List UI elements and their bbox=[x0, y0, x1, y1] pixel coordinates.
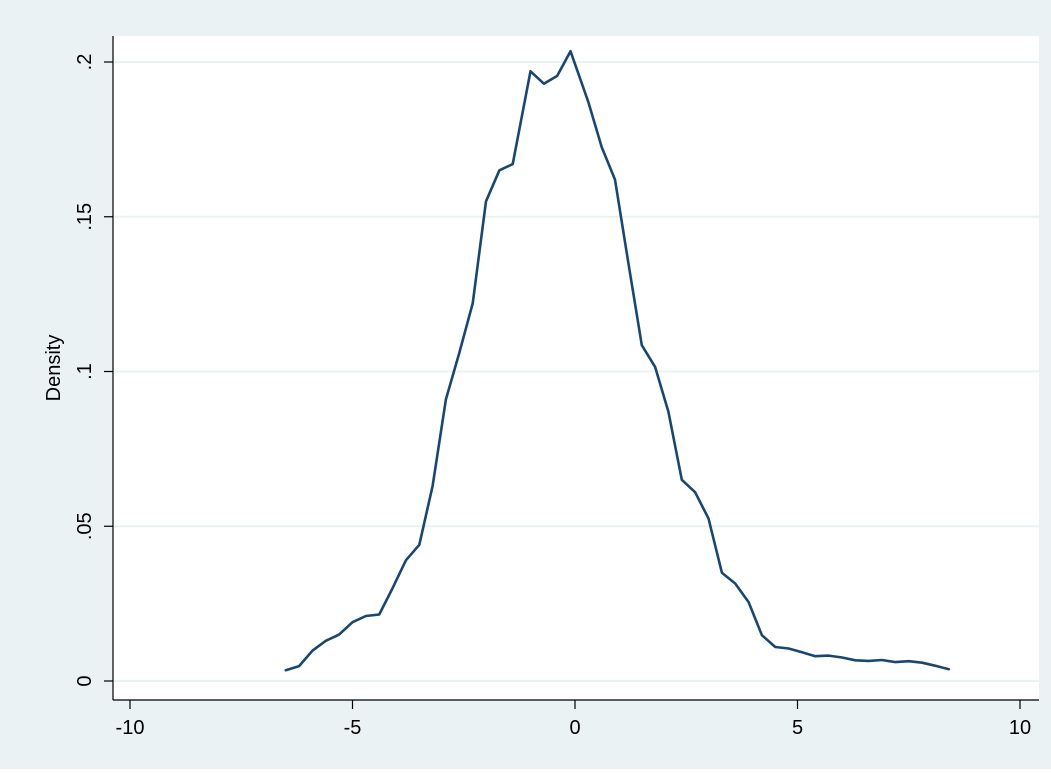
gridlines bbox=[114, 61, 1039, 682]
y-tick-label-2: .1 bbox=[74, 363, 96, 380]
y-tick-label-1: .05 bbox=[74, 512, 96, 540]
x-tick-label-0: -10 bbox=[116, 717, 145, 739]
x-tick-label-1: -5 bbox=[344, 717, 362, 739]
plot-area bbox=[113, 36, 1039, 700]
axes bbox=[112, 36, 1039, 701]
series-layer bbox=[284, 49, 951, 672]
density-line-0 bbox=[284, 49, 951, 672]
y-axis-title: Density bbox=[43, 335, 65, 402]
y-tick-label-0: 0 bbox=[74, 675, 96, 686]
x-tick-label-2: 0 bbox=[569, 717, 580, 739]
x-tick-label-3: 5 bbox=[792, 717, 803, 739]
y-tick-label-4: .2 bbox=[74, 54, 96, 71]
ticks: 0 .05 .1 .15 .2 -10 -5 0 5 10 bbox=[74, 54, 1031, 739]
y-tick-label-3: .15 bbox=[74, 203, 96, 231]
x-tick-label-4: 10 bbox=[1009, 717, 1031, 739]
